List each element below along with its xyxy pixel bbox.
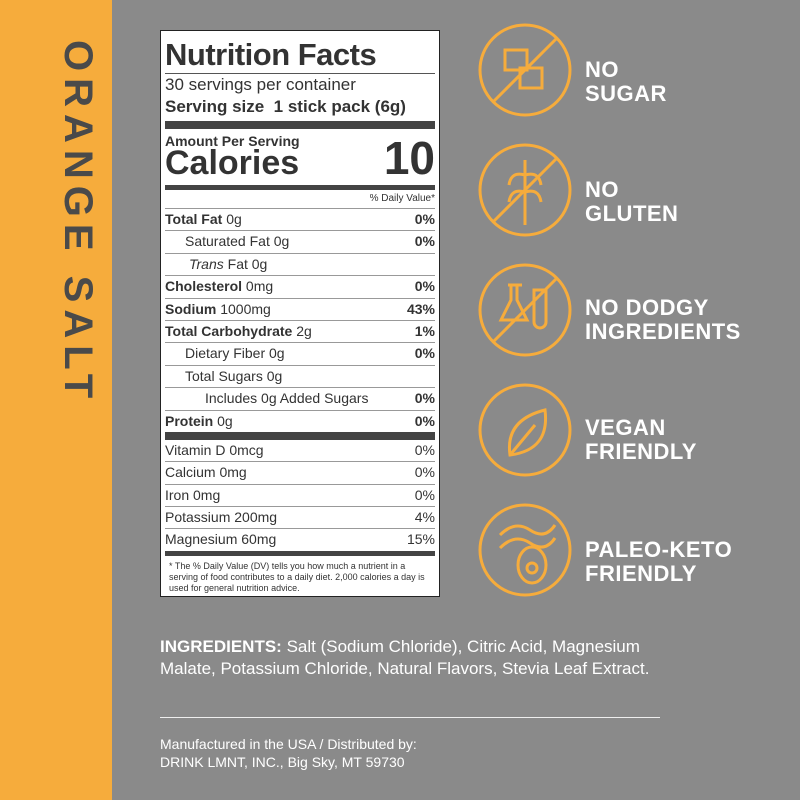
nutrition-panel: Nutrition Facts 30 servings per containe… — [160, 30, 440, 597]
amount: Fat 0g — [227, 255, 268, 272]
side-label: ORANGE SALT — [56, 40, 100, 406]
ingredients-label: INGREDIENTS: — [160, 637, 282, 656]
vitamins: Vitamin D 0mcg 0% Calcium 0mg 0% Iron 0mg 0% P… — [165, 440, 435, 551]
dv: 0% — [414, 441, 435, 458]
nutrient: Vitamin D 0mcg — [165, 441, 264, 458]
nutrient: Sodium — [165, 300, 217, 317]
nutrient: Total Fat — [165, 211, 223, 227]
vitamin-row: Vitamin D 0mcg 0% — [165, 440, 435, 461]
footnote: * The % Daily Value (DV) tells you how m… — [169, 560, 425, 593]
ingredients: INGREDIENTS: Salt (Sodium Chloride), Cit… — [160, 636, 680, 680]
claim-line: INGREDIENTS — [585, 319, 741, 344]
calories-block: Amount Per Serving Calories 10 — [165, 129, 435, 184]
serving-size-label: Serving size — [165, 97, 265, 116]
claim: PALEO-KETO FRIENDLY — [585, 538, 732, 586]
dv-header: % Daily Value* — [369, 193, 435, 204]
dv: 0% — [414, 390, 435, 407]
nutrient: Total Sugars 0g — [185, 367, 283, 384]
nutrient: Dietary Fiber 0g — [185, 345, 285, 362]
amount-per-serving: Amount Per Serving — [165, 133, 300, 149]
icons — [478, 23, 572, 597]
amount: 2g — [296, 322, 312, 339]
nutrient: Iron 0mg — [165, 486, 221, 503]
dv: 15% — [406, 531, 435, 548]
nutrient: Protein — [165, 412, 214, 429]
divider — [165, 185, 435, 190]
dv: 0% — [414, 464, 435, 481]
claim-line: NO — [585, 57, 619, 82]
separator — [160, 717, 660, 718]
vitamin-row: Magnesium 60mg 15% — [165, 528, 435, 550]
vitamin-row: Iron 0mg 0% — [165, 483, 435, 506]
claim: NO DODGY INGREDIENTS — [585, 296, 741, 344]
nutrition-title: Nutrition Facts — [165, 37, 377, 72]
nutrient: Trans — [189, 255, 224, 272]
amount: 0g — [226, 211, 242, 227]
claim-line: PALEO-KETO — [585, 537, 733, 562]
claim-line: NO DODGY — [585, 295, 709, 320]
nutrient: Magnesium 60mg — [165, 531, 277, 548]
dv: 1% — [414, 322, 435, 339]
manufacturer-line: Manufactured in the USA / Distributed by… — [160, 736, 417, 752]
dv: 0% — [414, 233, 435, 250]
calories-value: 10 — [383, 132, 435, 184]
servings: 30 servings per container — [165, 73, 435, 96]
nutrient: Saturated Fat 0g — [185, 233, 290, 250]
nutrient: Potassium 200mg — [165, 509, 278, 526]
dv: 0% — [414, 412, 435, 429]
dv: 0% — [414, 486, 435, 503]
claim-line: FRIENDLY — [585, 561, 697, 586]
claim: NO GLUTEN — [585, 178, 678, 226]
serving-size: Serving size 1 stick pack (6g) — [165, 96, 435, 118]
claim-line: NO — [585, 177, 619, 202]
claim-line: FRIENDLY — [585, 439, 697, 464]
dv: 0% — [414, 278, 435, 295]
claim-line: VEGAN — [585, 415, 666, 440]
dv: 4% — [414, 509, 435, 526]
nutrient: Includes 0g Added Sugars — [205, 390, 369, 407]
vitamin-row: Potassium 200mg 4% — [165, 506, 435, 528]
nutrient: Calcium 0mg — [165, 464, 247, 481]
serving-size-value: 1 stick pack (6g) — [273, 97, 406, 116]
dv: 0% — [414, 345, 435, 362]
vitamin-row: Calcium 0mg 0% — [165, 461, 435, 483]
claim-line: SUGAR — [585, 81, 667, 106]
claim: VEGAN FRIENDLY — [585, 416, 697, 464]
claim: NO SUGAR — [585, 58, 667, 106]
manufacturer-line: DRINK LMNT, INC., Big Sky, MT 59730 — [160, 754, 405, 770]
side-strip — [0, 0, 112, 800]
dv: 43% — [406, 300, 435, 317]
amount: 1000mg — [220, 300, 271, 317]
calories-label: Calories — [165, 144, 300, 182]
divider — [165, 431, 435, 440]
dv: 0% — [414, 211, 435, 227]
claim-line: GLUTEN — [585, 201, 679, 226]
amount: 0g — [217, 412, 233, 429]
divider — [165, 550, 435, 556]
divider — [165, 121, 435, 129]
nutrient: Total Carbohydrate — [165, 322, 293, 339]
amount: 0mg — [245, 278, 274, 295]
manufacturer: Manufactured in the USA / Distributed by… — [160, 735, 417, 771]
nutrient: Cholesterol — [165, 278, 243, 295]
ingredients-text: Salt (Sodium Chloride), Citric Acid, Mag… — [160, 637, 650, 678]
